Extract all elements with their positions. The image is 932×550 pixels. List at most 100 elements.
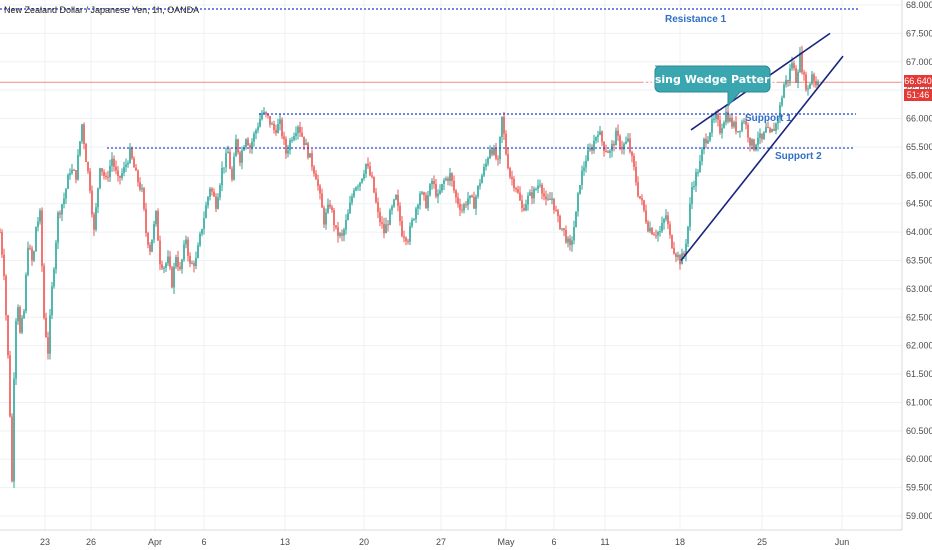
candle-body — [543, 193, 545, 197]
wedge-callout[interactable]: Rising Wedge Pattern — [643, 65, 778, 108]
candle-body — [109, 165, 111, 178]
candle-body — [167, 256, 169, 264]
candle-body — [421, 192, 423, 194]
candle-body — [117, 170, 119, 177]
candle-body — [413, 218, 415, 220]
candle-body — [607, 151, 609, 153]
candle-body — [803, 72, 805, 75]
candle-body — [199, 233, 201, 246]
x-tick-label: 20 — [359, 537, 369, 547]
candle-body — [47, 337, 49, 354]
candle-body — [555, 209, 557, 211]
candle-body — [649, 228, 651, 232]
candle-body — [509, 168, 511, 177]
candle-body — [0, 232, 1, 234]
candle-body — [619, 135, 621, 147]
candle-body — [739, 130, 741, 132]
candle-body — [255, 130, 257, 134]
candle-body — [217, 197, 219, 209]
candle-body — [705, 138, 707, 144]
candle-body — [791, 63, 793, 69]
candle-body — [91, 190, 93, 215]
candle-body — [557, 210, 559, 217]
candle-body — [207, 197, 209, 206]
candle-body — [405, 237, 407, 241]
candle-body — [589, 148, 591, 151]
candle-body — [309, 153, 311, 158]
candle-body — [401, 221, 403, 237]
candle-body — [487, 158, 489, 164]
candle-body — [489, 149, 491, 159]
candle-body — [391, 206, 393, 211]
candle-body — [575, 211, 577, 228]
y-tick-label: 65.500 — [906, 142, 932, 152]
candle-body — [211, 188, 213, 192]
candle-body — [327, 204, 329, 213]
candle-body — [143, 188, 145, 209]
candle-body — [241, 150, 243, 163]
candle-body — [65, 188, 67, 199]
candle-body — [503, 116, 505, 134]
candle-body — [127, 162, 129, 165]
candle-body — [573, 227, 575, 241]
candle-body — [85, 144, 87, 163]
candle-body — [157, 210, 159, 241]
x-tick-label: 13 — [280, 537, 290, 547]
candle-body — [105, 175, 107, 177]
y-tick-label: 63.000 — [906, 284, 932, 294]
candle-body — [59, 212, 61, 215]
candle-body — [747, 124, 749, 138]
candle-body — [551, 198, 553, 200]
x-axis[interactable]: 23 26 Apr 6 13 20 27 May 6 11 18 25 Jun — [40, 537, 849, 547]
candle-body — [119, 176, 121, 178]
candle-body — [121, 172, 123, 178]
candle-body — [709, 132, 711, 141]
candle-body — [579, 185, 581, 194]
candle-body — [447, 178, 449, 181]
candle-body — [285, 139, 287, 154]
candle-body — [597, 134, 599, 137]
candle-body — [761, 133, 763, 140]
candle-body — [693, 185, 695, 187]
candle-body — [261, 112, 263, 119]
candle-body — [417, 205, 419, 209]
candle-body — [363, 173, 365, 179]
candle-body — [63, 198, 65, 205]
candle-body — [115, 166, 117, 171]
candle-body — [721, 128, 723, 134]
candle-body — [631, 151, 633, 157]
candle-body — [577, 193, 579, 212]
candle-body — [547, 198, 549, 200]
candle-body — [131, 147, 133, 159]
candle-body — [53, 269, 55, 287]
y-tick-label: 61.000 — [906, 397, 932, 407]
candle-body — [351, 196, 353, 203]
wedge-lower-line[interactable] — [680, 55, 844, 261]
candle-body — [223, 167, 225, 169]
candle-body — [155, 210, 157, 224]
candle-body — [357, 186, 359, 188]
candle-body — [415, 208, 417, 219]
candle-body — [641, 198, 643, 201]
candle-body — [431, 180, 433, 185]
candle-body — [593, 140, 595, 151]
candle-body — [15, 321, 17, 379]
candle-body — [45, 317, 47, 338]
candle-body — [483, 166, 485, 176]
candle-body — [669, 224, 671, 236]
candle-body — [21, 317, 23, 333]
candle-body — [637, 182, 639, 197]
candle-body — [677, 255, 679, 257]
candle-body — [457, 197, 459, 204]
candle-body — [795, 68, 797, 83]
candle-body — [731, 117, 733, 127]
candle-body — [27, 247, 29, 275]
candle-body — [521, 200, 523, 209]
candle-body — [475, 196, 477, 209]
candle-body — [269, 115, 271, 125]
candle-body — [287, 150, 289, 154]
candle-body — [349, 202, 351, 214]
candle-body — [233, 156, 235, 180]
candle-body — [695, 172, 697, 186]
